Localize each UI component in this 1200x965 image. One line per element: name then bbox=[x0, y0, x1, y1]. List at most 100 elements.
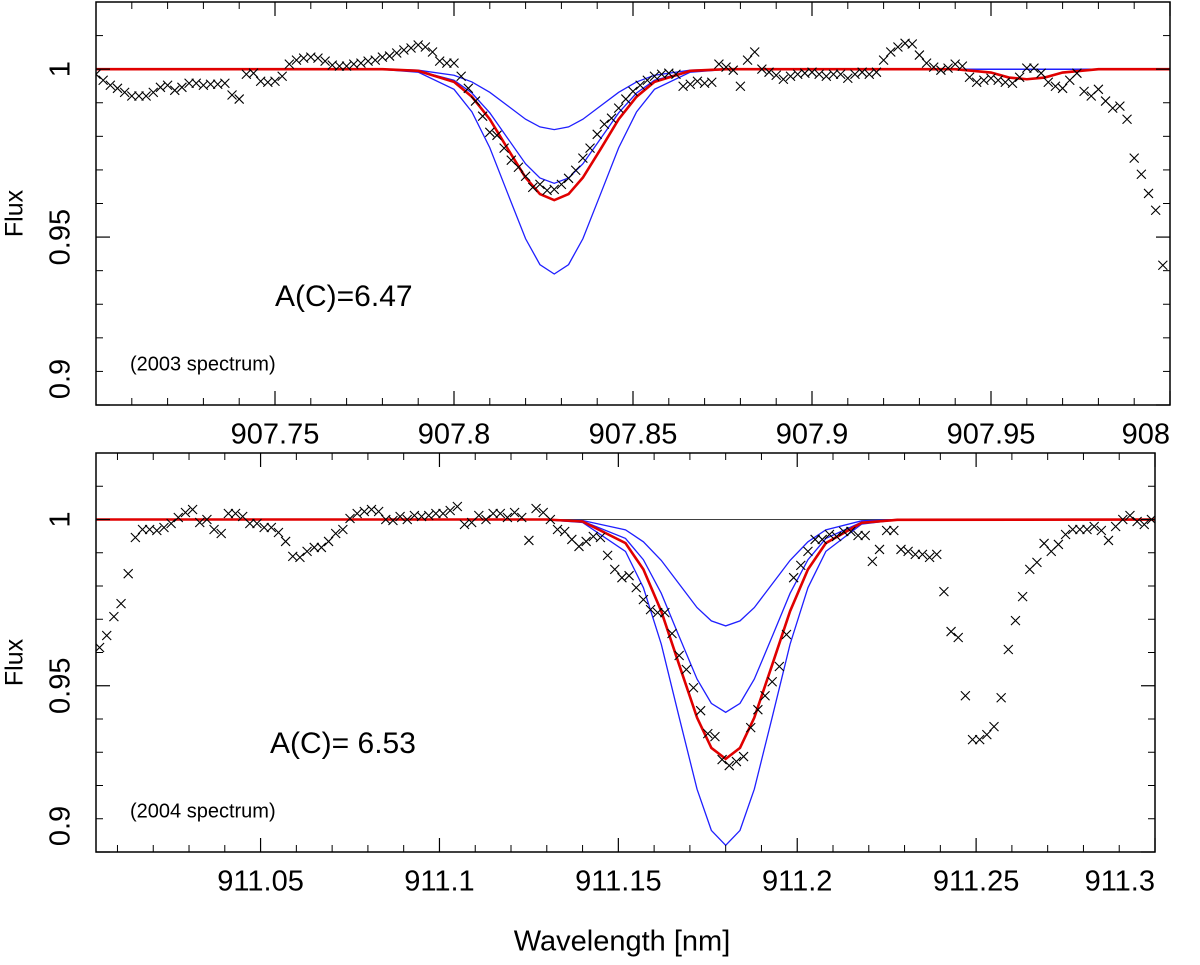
data-point bbox=[173, 512, 184, 523]
data-point bbox=[817, 534, 828, 545]
data-point bbox=[717, 754, 727, 765]
data-point bbox=[423, 510, 434, 521]
data-point bbox=[109, 611, 119, 622]
x-tick-label: 911.05 bbox=[217, 866, 304, 898]
data-point bbox=[320, 56, 331, 66]
data-point bbox=[148, 87, 159, 98]
data-point bbox=[123, 568, 134, 579]
data-point bbox=[202, 514, 212, 525]
data-point bbox=[96, 69, 101, 80]
x-tick-label: 911.15 bbox=[575, 866, 662, 898]
data-point bbox=[513, 162, 524, 173]
x-tick-label: 907.85 bbox=[589, 419, 678, 451]
data-point bbox=[341, 61, 352, 72]
data-point bbox=[452, 501, 463, 512]
data-point bbox=[1125, 510, 1135, 521]
data-point bbox=[692, 76, 703, 87]
data-point bbox=[885, 47, 896, 57]
data-point bbox=[1089, 521, 1100, 532]
y-tick-label: 0.9 bbox=[45, 359, 77, 399]
x-tick-label: 907.95 bbox=[947, 419, 1036, 451]
data-point bbox=[1117, 514, 1128, 525]
data-point bbox=[838, 526, 849, 537]
data-point bbox=[924, 552, 935, 563]
data-point bbox=[1014, 72, 1025, 83]
data-point bbox=[842, 73, 853, 84]
data-point bbox=[652, 607, 663, 618]
data-point bbox=[563, 173, 574, 184]
data-point bbox=[187, 504, 198, 515]
data-point bbox=[524, 535, 534, 546]
data-point bbox=[710, 731, 720, 742]
data-point bbox=[488, 508, 499, 519]
x-tick-label: 907.8 bbox=[418, 419, 491, 451]
annotation: (2003 spectrum) bbox=[130, 353, 276, 375]
data-point bbox=[1082, 524, 1092, 535]
x-tick-label: 908 bbox=[1122, 419, 1170, 451]
data-point bbox=[456, 71, 467, 82]
data-point bbox=[284, 59, 295, 70]
data-point bbox=[831, 531, 842, 542]
data-point bbox=[1122, 114, 1132, 125]
data-point bbox=[230, 508, 241, 519]
x-tick-label: 911.3 bbox=[1085, 866, 1155, 898]
data-point bbox=[724, 760, 735, 771]
data-point bbox=[935, 65, 946, 76]
data-point bbox=[420, 42, 431, 52]
data-point bbox=[721, 62, 731, 73]
data-point bbox=[785, 71, 796, 82]
data-point bbox=[398, 45, 409, 55]
data-point bbox=[645, 604, 656, 615]
data-point bbox=[1039, 538, 1049, 549]
data-point bbox=[194, 517, 205, 528]
data-point bbox=[767, 676, 778, 687]
data-point bbox=[280, 536, 291, 547]
data-point bbox=[881, 525, 892, 536]
data-point bbox=[151, 525, 162, 536]
data-point bbox=[248, 68, 259, 79]
data-point bbox=[316, 542, 327, 553]
data-point bbox=[119, 87, 130, 98]
data-point bbox=[162, 80, 173, 91]
data-point bbox=[781, 629, 792, 640]
data-point bbox=[481, 514, 491, 525]
data-point bbox=[384, 51, 395, 61]
data-point bbox=[495, 508, 506, 519]
data-point bbox=[1050, 81, 1061, 92]
data-point bbox=[864, 69, 875, 80]
data-point bbox=[638, 594, 649, 605]
data-point bbox=[223, 508, 234, 519]
data-point bbox=[402, 514, 413, 525]
data-point bbox=[807, 67, 817, 78]
data-point bbox=[706, 77, 717, 88]
data-point bbox=[907, 39, 918, 49]
data-point bbox=[459, 519, 470, 530]
data-point bbox=[1132, 516, 1142, 527]
data-point bbox=[502, 512, 513, 523]
data-point bbox=[499, 143, 510, 153]
data-point bbox=[535, 179, 545, 190]
data-point bbox=[441, 58, 452, 69]
data-point bbox=[438, 508, 448, 519]
annotation: (2004 spectrum) bbox=[130, 800, 276, 822]
data-point bbox=[756, 64, 767, 75]
data-point bbox=[1129, 153, 1140, 164]
data-point bbox=[943, 63, 953, 74]
data-point bbox=[527, 182, 538, 193]
data-point bbox=[731, 756, 742, 767]
data-point bbox=[609, 564, 620, 575]
data-point bbox=[1057, 83, 1068, 94]
data-point bbox=[352, 508, 363, 519]
data-point bbox=[874, 544, 885, 555]
data-point bbox=[370, 55, 381, 65]
data-point bbox=[1072, 68, 1082, 79]
data-point bbox=[993, 75, 1004, 86]
data-point bbox=[556, 179, 567, 190]
data-point bbox=[356, 58, 366, 69]
data-point bbox=[259, 522, 270, 533]
data-point bbox=[742, 55, 753, 65]
data-point bbox=[413, 40, 424, 50]
data-point bbox=[989, 721, 999, 732]
data-point bbox=[1029, 63, 1039, 74]
y-tick-label: 0.95 bbox=[45, 658, 77, 714]
